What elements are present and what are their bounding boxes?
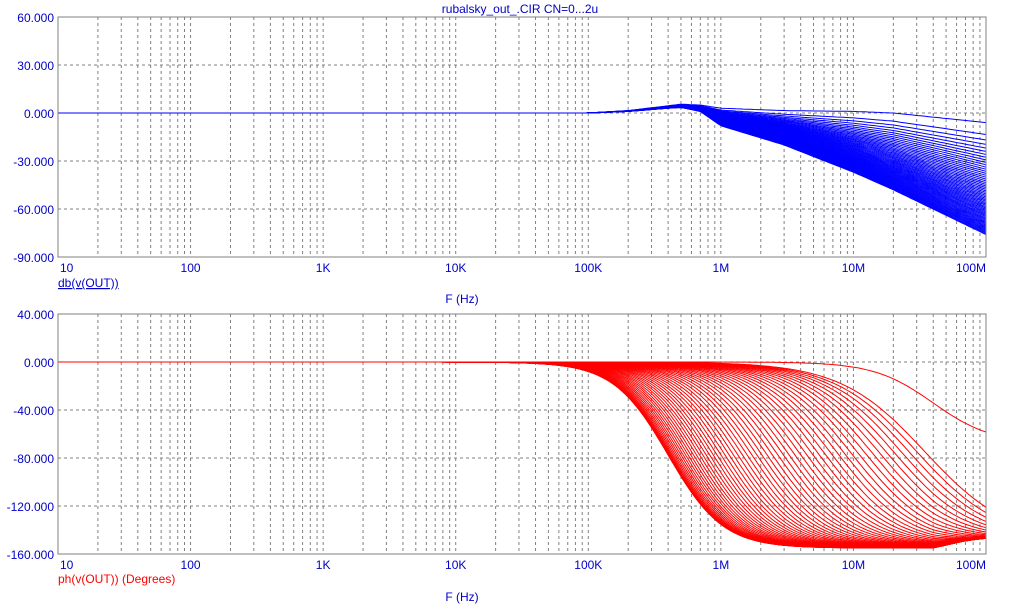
phase-y-label: ph(v(OUT)) (Degrees) [58,572,175,586]
phase-series-line [58,361,987,531]
phase-curves [58,361,987,549]
y-tick-label: 40.000 [17,308,54,322]
phase-series-line [58,361,987,543]
phase-series-line [58,361,986,538]
phase-series-line [58,361,987,540]
phase-series-line [58,361,987,508]
x-tick-label: 10 [60,558,74,572]
x-tick-label: 100K [574,261,602,275]
phase-series-line [58,361,987,545]
x-tick-label: 10M [842,558,865,572]
phase-y-ticks: 40.000 0.000 -40.000 -80.000 -120.000 -160.00… [7,308,55,562]
x-tick-label: 10 [60,261,74,275]
x-tick-label: 100M [956,558,986,572]
phase-frame [57,313,987,555]
x-tick-label: 1M [713,261,730,275]
magnitude-y-label: db(v(OUT)) [58,276,119,290]
magnitude-frame [57,16,987,258]
phase-x-label: F (Hz) [445,590,478,604]
phase-series-line [58,361,987,537]
magnitude-x-label: F (Hz) [445,292,478,306]
y-tick-label: -80.000 [13,452,54,466]
x-tick-label: 1M [713,558,730,572]
y-tick-label: -60.000 [13,203,54,217]
magnitude-series-line [58,106,987,236]
y-tick-label: -40.000 [13,404,54,418]
phase-series-line [58,361,986,539]
y-tick-label: -120.000 [7,500,55,514]
y-tick-label: 60.000 [17,11,54,25]
x-tick-label: 1K [316,558,331,572]
magnitude-x-ticks: 10 100 1K 10K 100K 1M 10M 100M [60,261,986,275]
x-tick-label: 100K [574,558,602,572]
phase-series-line [58,361,987,541]
phase-series-line [58,361,987,514]
phase-series-line [58,361,987,546]
chart-title: rubalsky_out_.CIR CN=0...2u [442,2,598,16]
x-tick-label: 10K [445,261,466,275]
magnitude-y-ticks: 60.000 30.000 0.000 -30.000 -60.000 -90.000 [13,11,54,265]
y-tick-label: 0.000 [24,107,54,121]
phase-grid [57,314,986,554]
x-tick-label: 100 [181,558,201,572]
x-tick-label: 1K [316,261,331,275]
phase-series-line [58,361,987,433]
magnitude-series-line [58,104,987,135]
magnitude-curves [58,103,987,236]
phase-chart: 40.000 0.000 -40.000 -80.000 -120.000 -160.00… [7,308,987,604]
x-tick-label: 100M [956,261,986,275]
y-tick-label: 30.000 [17,59,54,73]
y-tick-label: -90.000 [13,251,54,265]
y-tick-label: -30.000 [13,155,54,169]
phase-series-line [58,361,987,539]
phase-series-line [58,361,987,546]
y-tick-label: -160.000 [7,548,55,562]
x-tick-label: 10M [842,261,865,275]
y-tick-label: 0.000 [24,356,54,370]
phase-x-ticks: 10 100 1K 10K 100K 1M 10M 100M [60,558,986,572]
x-tick-label: 100 [181,261,201,275]
magnitude-chart: rubalsky_out_.CIR CN=0...2u 60.000 30.000… [13,2,987,306]
x-tick-label: 10K [445,558,466,572]
phase-series-line [58,361,987,545]
phase-series-line [58,361,987,544]
